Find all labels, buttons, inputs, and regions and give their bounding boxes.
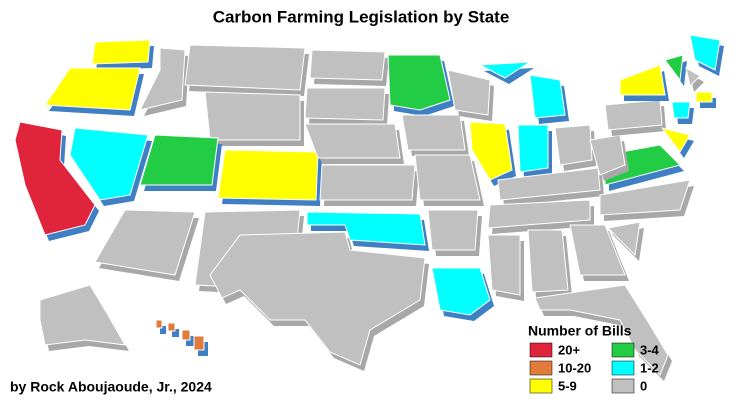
- state: [619, 64, 666, 96]
- state: [139, 134, 219, 186]
- state: [304, 123, 401, 159]
- state: [487, 234, 521, 296]
- state: [184, 44, 306, 91]
- state: [204, 91, 301, 141]
- state: [319, 164, 416, 201]
- legend-label: 0: [640, 378, 647, 393]
- state: [193, 335, 205, 351]
- state: [387, 54, 451, 111]
- state: [554, 124, 593, 166]
- state: [469, 121, 513, 181]
- legend-swatch: [611, 342, 635, 358]
- state: [91, 39, 151, 65]
- legend-label: 1-2: [640, 360, 659, 375]
- state: [534, 284, 669, 376]
- legend-label: 20+: [558, 342, 580, 357]
- state: [431, 267, 491, 316]
- state: [527, 229, 569, 293]
- state: [309, 49, 386, 81]
- state: [94, 209, 196, 276]
- state: [167, 322, 176, 332]
- state: [14, 121, 96, 236]
- state: [671, 101, 691, 119]
- state: [44, 67, 141, 111]
- map-title: Carbon Farming Legislation by State: [213, 7, 510, 26]
- state: [217, 149, 319, 201]
- legend-label: 3-4: [640, 342, 660, 357]
- state: [478, 61, 532, 79]
- legend-title: Number of Bills: [528, 323, 632, 339]
- state: [497, 167, 601, 201]
- state: [569, 224, 626, 276]
- state: [139, 47, 186, 111]
- state: [69, 127, 149, 201]
- legend-swatch: [529, 342, 553, 358]
- legend-swatch: [611, 360, 635, 376]
- legend-swatch: [529, 378, 553, 394]
- credit: by Rock Aboujaoude, Jr., 2024: [10, 379, 212, 395]
- state: [401, 114, 466, 151]
- state: [606, 221, 641, 257]
- legend: Number of Bills 20+ 10-20 5-9 3-4 1-2 0: [528, 323, 660, 394]
- state: [529, 74, 566, 119]
- legend-label: 10-20: [558, 360, 591, 375]
- legend-swatch: [611, 378, 635, 394]
- state: [155, 319, 163, 329]
- state: [589, 134, 626, 176]
- legend-label: 5-9: [558, 378, 577, 393]
- state: [689, 34, 721, 71]
- state: [304, 87, 386, 121]
- state: [517, 124, 549, 173]
- state: [414, 154, 481, 201]
- state: [447, 69, 491, 116]
- state: [487, 199, 591, 229]
- state: [599, 179, 691, 216]
- state: [604, 99, 663, 131]
- state: [39, 284, 126, 346]
- state: [427, 209, 479, 251]
- state: [209, 231, 426, 366]
- legend-swatch: [529, 360, 553, 376]
- state: [306, 211, 426, 246]
- state: [664, 54, 684, 82]
- state: [695, 91, 713, 103]
- state: [685, 67, 701, 87]
- states: [14, 34, 724, 381]
- state: [181, 329, 191, 341]
- state: [660, 127, 691, 153]
